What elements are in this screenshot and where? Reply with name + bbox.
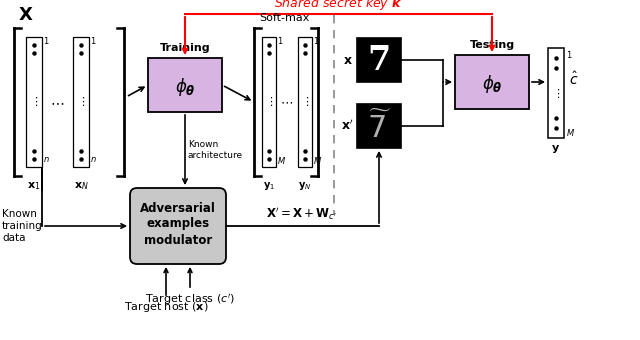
Text: $1$: $1$ (277, 35, 284, 47)
Bar (26, 37, 42, 167)
Bar (548, 48, 564, 138)
Text: $\widetilde{7}$: $\widetilde{7}$ (367, 110, 391, 143)
Text: Adversarial: Adversarial (140, 202, 216, 215)
Text: $\phi_{\boldsymbol{\theta}}$: $\phi_{\boldsymbol{\theta}}$ (175, 76, 195, 98)
Text: examples: examples (147, 218, 209, 231)
Text: 7: 7 (367, 45, 390, 78)
Text: Target host $(\mathbf{x})$: Target host $(\mathbf{x})$ (124, 300, 208, 314)
Bar (298, 37, 312, 167)
Text: $1$: $1$ (90, 35, 97, 47)
Text: $\mathbf{x}'$: $\mathbf{x}'$ (340, 119, 353, 133)
Text: Shared secret key $\boldsymbol{k}$: Shared secret key $\boldsymbol{k}$ (274, 0, 402, 12)
Text: $\vdots$: $\vdots$ (265, 96, 273, 108)
Text: $\vdots$: $\vdots$ (77, 96, 85, 108)
Text: $\vdots$: $\vdots$ (301, 96, 309, 108)
Text: Training: Training (160, 43, 211, 53)
Text: $\mathbf{x}_1$: $\mathbf{x}_1$ (28, 180, 41, 192)
Text: $\cdots$: $\cdots$ (50, 95, 64, 109)
Text: $M$: $M$ (277, 155, 286, 167)
Text: $1$: $1$ (313, 35, 319, 47)
Bar (73, 37, 89, 167)
Bar (148, 58, 222, 112)
Text: $1$: $1$ (566, 49, 573, 60)
Text: $\mathbf{X}' = \mathbf{X} + \mathbf{W}_{c'}$: $\mathbf{X}' = \mathbf{X} + \mathbf{W}_{… (266, 205, 338, 222)
Bar (455, 55, 529, 109)
Text: Soft-max: Soft-max (259, 13, 309, 23)
Text: $\hat{c}$: $\hat{c}$ (569, 70, 579, 88)
Text: $\mathbf{X}$: $\mathbf{X}$ (18, 6, 33, 24)
Text: $\mathbf{x}_N$: $\mathbf{x}_N$ (74, 180, 88, 192)
Text: Known
training
data: Known training data (2, 209, 43, 243)
Text: Testing: Testing (469, 40, 515, 50)
Text: $\mathbf{y}_N$: $\mathbf{y}_N$ (298, 180, 312, 192)
Text: $n$: $n$ (43, 154, 50, 164)
Text: $n$: $n$ (90, 154, 97, 164)
Text: $\mathbf{x}$: $\mathbf{x}$ (343, 53, 353, 67)
Text: $\mathbf{y}_1$: $\mathbf{y}_1$ (263, 180, 275, 192)
Text: Target class $(c')$: Target class $(c')$ (145, 292, 235, 307)
Text: modulator: modulator (144, 234, 212, 246)
Text: $\vdots$: $\vdots$ (30, 96, 38, 108)
Bar (262, 37, 276, 167)
Text: $M$: $M$ (566, 126, 575, 137)
Text: $\cdots$: $\cdots$ (280, 96, 294, 108)
Bar (357, 104, 401, 148)
Text: $1$: $1$ (43, 35, 49, 47)
Text: Known
architecture: Known architecture (188, 140, 243, 160)
FancyBboxPatch shape (130, 188, 226, 264)
Text: $\phi_{\boldsymbol{\theta}}$: $\phi_{\boldsymbol{\theta}}$ (482, 73, 502, 95)
Text: $M$: $M$ (313, 155, 322, 167)
Bar (357, 38, 401, 82)
Text: $\vdots$: $\vdots$ (552, 86, 560, 100)
Text: $\mathbf{y}$: $\mathbf{y}$ (552, 143, 561, 155)
